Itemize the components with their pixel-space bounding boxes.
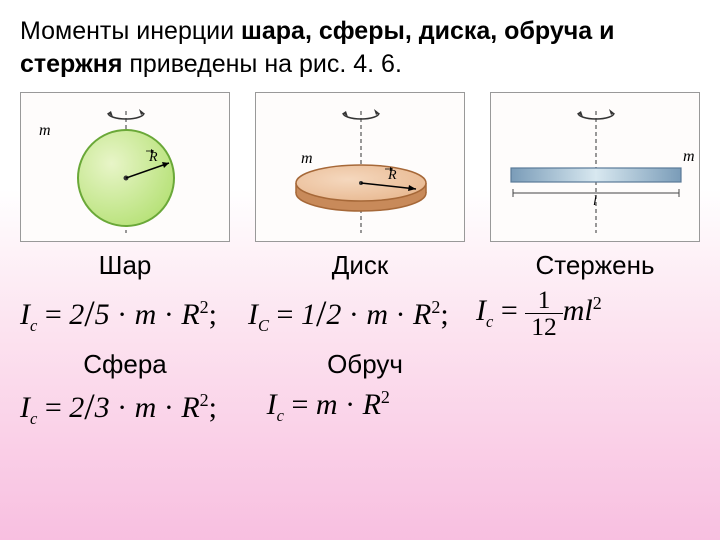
label-shell: Сфера [20,349,230,380]
formula-disk: IC = 1/2 · m · R2; [248,291,472,336]
svg-text:R: R [387,168,397,183]
formula-shell: Ic = 2/3 · m · R2; [20,384,237,429]
figure-rod: l m [490,92,700,242]
labels-row-1: Шар Диск Стержень [20,250,700,281]
formula-rod: Ic = 112ml2 [476,287,700,339]
label-rod: Стержень [490,250,700,281]
formulas-row-1: Ic = 2/5 · m · R2; IC = 1/2 · m · R2; Ic… [20,287,700,339]
heading-prefix: Моменты инерции [20,17,241,45]
svg-text:l: l [593,194,597,209]
label-disk: Диск [255,250,465,281]
figures-row: R m [20,92,700,242]
figure-disk: R m [255,92,465,242]
formula-hoop: Ic = m · R2 [267,387,484,426]
formula-sphere: Ic = 2/5 · m · R2; [20,291,244,336]
figure-sphere: R m [20,92,230,242]
disk-svg: R m [256,93,466,243]
svg-text:m: m [301,150,313,167]
heading-suffix: приведены на рис. 4. 6. [122,50,401,78]
label-sphere: Шар [20,250,230,281]
svg-text:R: R [148,150,158,165]
svg-text:m: m [39,122,51,139]
svg-text:m: m [683,148,695,165]
labels-row-2: Сфера Обруч [20,349,700,380]
sphere-svg: R m [21,93,231,243]
label-hoop: Обруч [260,349,470,380]
heading: Моменты инерции шара, сферы, диска, обру… [20,15,700,80]
rod-svg: l m [491,93,701,243]
formulas-row-2: Ic = 2/3 · m · R2; Ic = m · R2 [20,384,700,429]
